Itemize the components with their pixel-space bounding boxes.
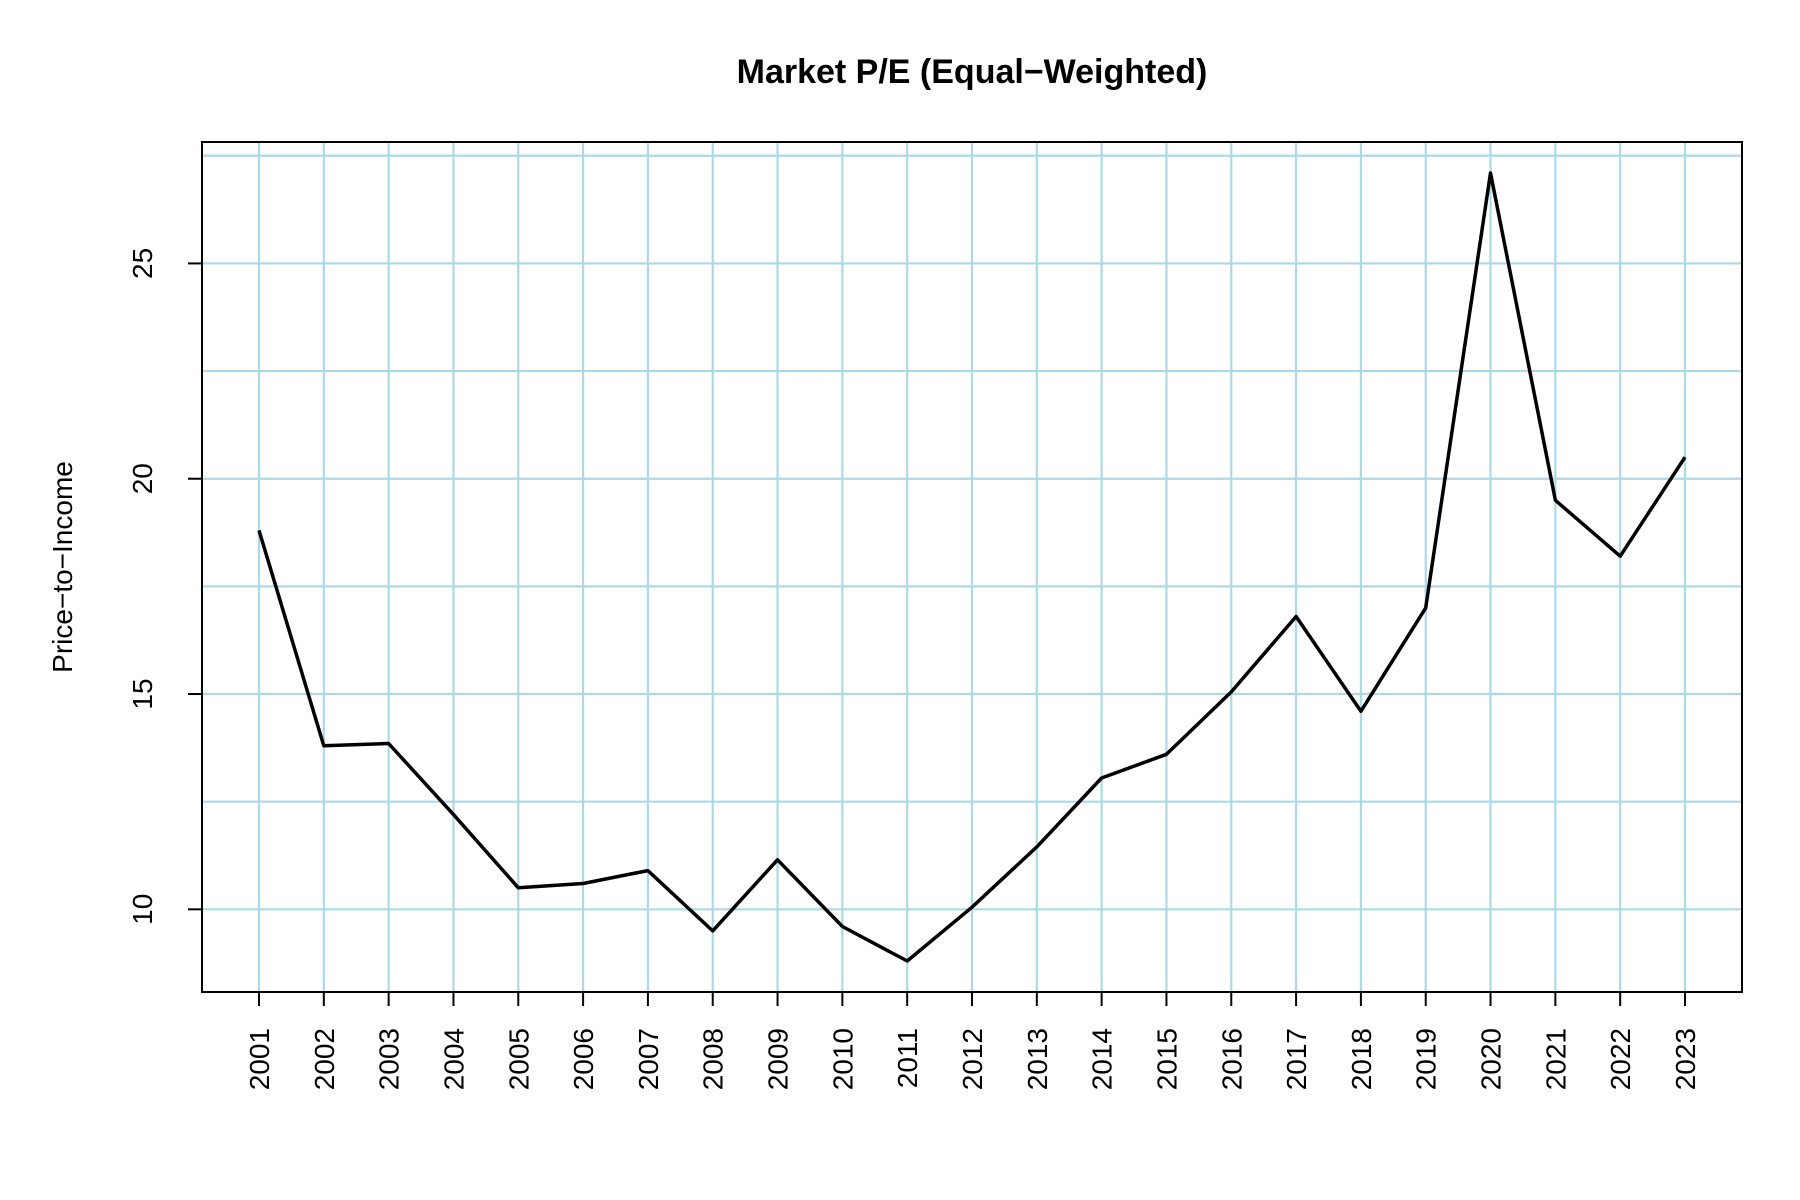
x-tick-label: 2021 xyxy=(1540,1028,1571,1090)
x-tick-label: 2020 xyxy=(1476,1028,1507,1090)
x-tick-label: 2023 xyxy=(1670,1028,1701,1090)
x-tick-label: 2013 xyxy=(1022,1028,1053,1090)
y-axis: 10 15 20 25 xyxy=(127,248,202,925)
x-tick-label: 2018 xyxy=(1346,1028,1377,1090)
grid xyxy=(202,142,1742,992)
y-tick-label: 10 xyxy=(127,894,158,925)
x-tick-label: 2015 xyxy=(1152,1028,1183,1090)
x-axis: 2001 2002 2003 2004 2005 2006 2007 2008 2009 2010… xyxy=(244,992,1701,1090)
x-tick-label: 2022 xyxy=(1605,1028,1636,1090)
x-tick-label: 2014 xyxy=(1087,1028,1118,1090)
x-tick-label: 2010 xyxy=(827,1028,858,1090)
x-tick-label: 2016 xyxy=(1216,1028,1247,1090)
x-tick-label: 2008 xyxy=(698,1028,729,1090)
x-tick-label: 2002 xyxy=(309,1028,340,1090)
x-tick-label: 2017 xyxy=(1281,1028,1312,1090)
chart-title: Market P/E (Equal−Weighted) xyxy=(737,53,1208,91)
y-axis-label: Price−to−Income xyxy=(47,461,78,673)
y-tick-label: 20 xyxy=(127,463,158,494)
x-tick-label: 2005 xyxy=(503,1028,534,1090)
x-tick-label: 2001 xyxy=(244,1028,275,1090)
x-tick-label: 2003 xyxy=(374,1028,405,1090)
y-tick-label: 25 xyxy=(127,248,158,279)
x-tick-label: 2012 xyxy=(957,1028,988,1090)
x-tick-label: 2004 xyxy=(439,1028,470,1090)
x-tick-label: 2011 xyxy=(892,1028,923,1088)
x-tick-label: 2019 xyxy=(1411,1028,1442,1090)
x-tick-label: 2007 xyxy=(633,1028,664,1090)
series-line xyxy=(257,171,1687,963)
x-tick-label: 2006 xyxy=(568,1028,599,1090)
y-tick-label: 15 xyxy=(127,678,158,709)
x-tick-label: 2009 xyxy=(763,1028,794,1090)
